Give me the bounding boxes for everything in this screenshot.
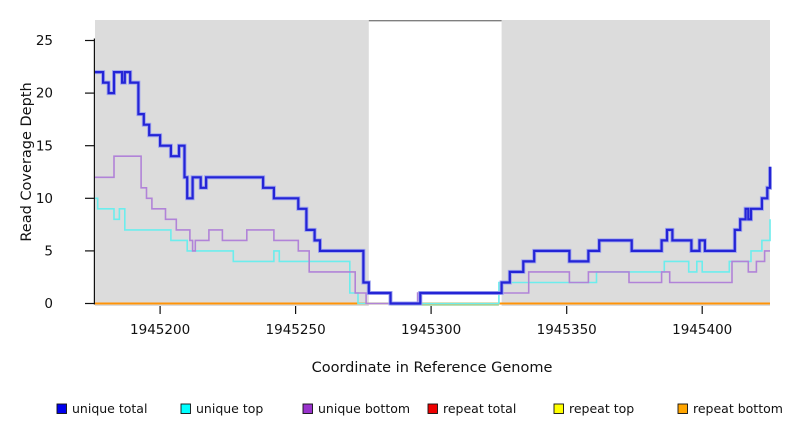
- y-tick-label: 0: [44, 296, 53, 312]
- legend-swatch-repeat-top: [553, 403, 564, 414]
- legend-label-repeat-total: repeat total: [443, 401, 516, 416]
- x-tick-label: 1945300: [401, 322, 461, 338]
- y-axis-title: Read Coverage Depth: [19, 82, 35, 241]
- legend-swatch-unique-total: [56, 403, 67, 414]
- y-tick-label: 10: [36, 191, 53, 207]
- x-axis-title: Coordinate in Reference Genome: [312, 360, 553, 376]
- axis-title-layer: Coordinate in Reference Genome Read Cove…: [19, 82, 552, 376]
- legend-label-repeat-top: repeat top: [569, 401, 634, 416]
- legend-swatch-unique-bottom: [302, 403, 313, 414]
- x-tick-label: 1945250: [266, 322, 326, 338]
- legend: unique total unique top unique bottom repea…: [56, 401, 783, 416]
- series-layer: [95, 70, 772, 306]
- y-tick-label: 15: [36, 138, 53, 154]
- series-line-unique-total: [95, 71, 772, 305]
- legend-swatch-repeat-bottom: [677, 403, 688, 414]
- legend-swatch-repeat-total: [427, 403, 438, 414]
- legend-swatch-unique-top: [180, 403, 191, 414]
- series-line-unique-bottom: [95, 155, 770, 305]
- legend-label-repeat-bottom: repeat bottom: [693, 401, 783, 416]
- plot-background-layer: [95, 20, 770, 306]
- x-tick-label: 1945400: [672, 322, 732, 338]
- y-tick-label: 20: [36, 86, 53, 102]
- legend-label-unique-bottom: unique bottom: [318, 401, 410, 416]
- legend-label-unique-top: unique top: [196, 401, 263, 416]
- y-tick-label: 5: [44, 244, 53, 260]
- x-tick-label: 1945350: [537, 322, 597, 338]
- x-tick-label: 1945200: [130, 322, 190, 338]
- axes-layer: 0 5 10 15 20 25 1945200 1945250 1945300 1945350 19…: [36, 33, 732, 338]
- coverage-gap-band: [368, 20, 502, 306]
- legend-label-unique-total: unique total: [72, 401, 147, 416]
- y-tick-label: 25: [36, 33, 53, 49]
